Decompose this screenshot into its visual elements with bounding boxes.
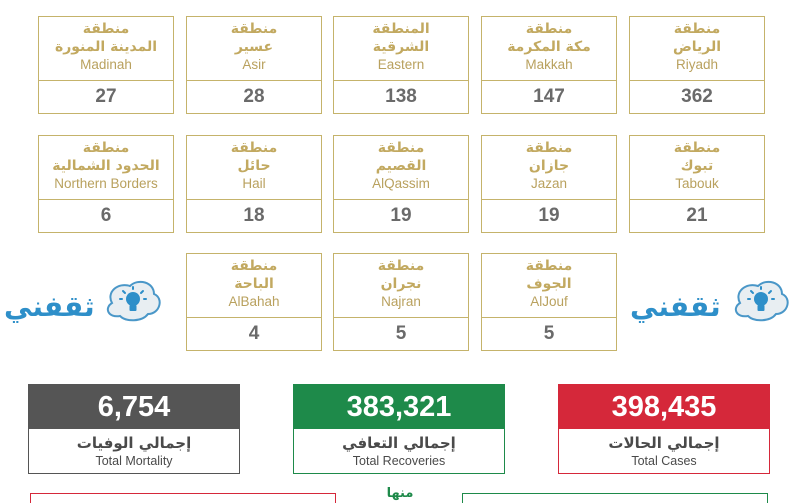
region-card-eastern: المنطقة الشرقية Eastern 138 [333,16,469,114]
watermark-text: ثقفني [4,290,95,323]
region-count: 18 [243,205,265,226]
region-label-ar: منطقة [673,21,721,37]
region-card-najran: منطقة نجران Najran 5 [333,253,469,351]
region-label-ar: منطقة [525,258,573,274]
region-name-ar: الرياض [672,39,722,55]
region-card-aljouf: منطقة الجوف AlJouf 5 [481,253,617,351]
region-name-ar: القصيم [375,158,427,174]
total-mortality-card: 6,754 إجمالي الوفيات Total Mortality [28,384,240,474]
region-card-alqassim: منطقة القصيم AlQassim 19 [333,135,469,233]
region-card-tabouk: منطقة تبوك Tabouk 21 [629,135,765,233]
region-label-ar: منطقة [230,258,278,274]
region-name-ar: المدينة المنورة [54,39,158,55]
region-label-ar: منطقة [525,140,573,156]
total-cases-label-ar: إجمالي الحالات [608,434,720,452]
region-card-hail: منطقة حائل Hail 18 [186,135,322,233]
region-name-ar: الشرقية [372,39,430,55]
region-name-en: Asir [242,57,266,72]
bottom-mid-text: منها [386,486,414,501]
region-name-en: AlQassim [372,176,430,191]
total-cases-label-en: Total Cases [631,454,697,468]
region-name-en: AlJouf [530,294,568,309]
region-name-en: Najran [381,294,421,309]
region-name-ar: عسير [234,39,274,55]
region-card-riyadh: منطقة الرياض Riyadh 362 [629,16,765,114]
region-name-en: Makkah [525,57,573,72]
region-card-northern-borders: منطقة الحدود الشمالية Northern Borders 6 [38,135,174,233]
total-recoveries-label-ar: إجمالي التعافي [342,434,456,452]
region-name-ar: مكة المكرمة [507,39,591,55]
region-count: 19 [390,205,412,226]
watermark-logo: ثقفني [4,272,164,332]
region-count: 138 [385,86,417,107]
region-name-en: Madinah [80,57,132,72]
lightbulb-icon [730,278,792,332]
region-label-ar: منطقة [230,21,278,37]
region-label-ar: المنطقة [372,21,430,37]
total-recoveries-value: 383,321 [294,385,504,429]
total-mortality-label-en: Total Mortality [95,454,173,468]
region-card-albahah: منطقة الباحة AlBahah 4 [186,253,322,351]
region-card-jazan: منطقة جازان Jazan 19 [481,135,617,233]
region-count: 19 [538,205,560,226]
region-card-madinah: منطقة المدينة المنورة Madinah 27 [38,16,174,114]
region-name-en: Jazan [530,176,568,191]
region-label-ar: منطقة [377,258,425,274]
total-cases-card: 398,435 إجمالي الحالات Total Cases [558,384,770,474]
total-recoveries-card: 383,321 إجمالي التعافي Total Recoveries [293,384,505,474]
region-label-ar: منطقة [82,140,130,156]
region-count: 5 [543,323,555,344]
watermark-text: ثقفني [630,290,721,323]
region-name-ar: الباحة [234,276,274,292]
region-name-en: AlBahah [228,294,280,309]
region-card-makkah: منطقة مكة المكرمة Makkah 147 [481,16,617,114]
region-count: 27 [95,86,117,107]
region-name-ar: الحدود الشمالية [52,158,160,174]
watermark-logo: ثقفني [630,272,790,332]
region-count: 21 [686,205,708,226]
region-label-ar: منطقة [377,140,425,156]
region-name-en: Riyadh [675,57,719,72]
region-name-ar: جازان [528,158,570,174]
region-name-ar: نجران [380,276,422,292]
region-count: 4 [248,323,260,344]
region-card-asir: منطقة عسير Asir 28 [186,16,322,114]
region-count: 6 [100,205,112,226]
region-name-ar: الجوف [526,276,572,292]
region-label-ar: منطقة [525,21,573,37]
total-recoveries-label-en: Total Recoveries [352,454,446,468]
total-cases-value: 398,435 [559,385,769,429]
total-mortality-label-ar: إجمالي الوفيات [76,434,192,452]
region-name-en: Eastern [377,57,425,72]
region-name-en: Tabouk [675,176,719,191]
total-mortality-value: 6,754 [29,385,239,429]
lightbulb-icon [102,278,164,332]
region-label-ar: منطقة [82,21,130,37]
region-count: 147 [533,86,565,107]
region-name-en: Hail [242,176,266,191]
region-count: 28 [243,86,265,107]
region-count: 362 [681,86,713,107]
region-name-ar: حائل [237,158,271,174]
bottom-box-right [462,493,768,503]
region-count: 5 [395,323,407,344]
bottom-box-left [30,493,336,503]
region-name-en: Northern Borders [54,176,158,191]
region-label-ar: منطقة [230,140,278,156]
region-name-ar: تبوك [680,158,714,174]
region-label-ar: منطقة [673,140,721,156]
